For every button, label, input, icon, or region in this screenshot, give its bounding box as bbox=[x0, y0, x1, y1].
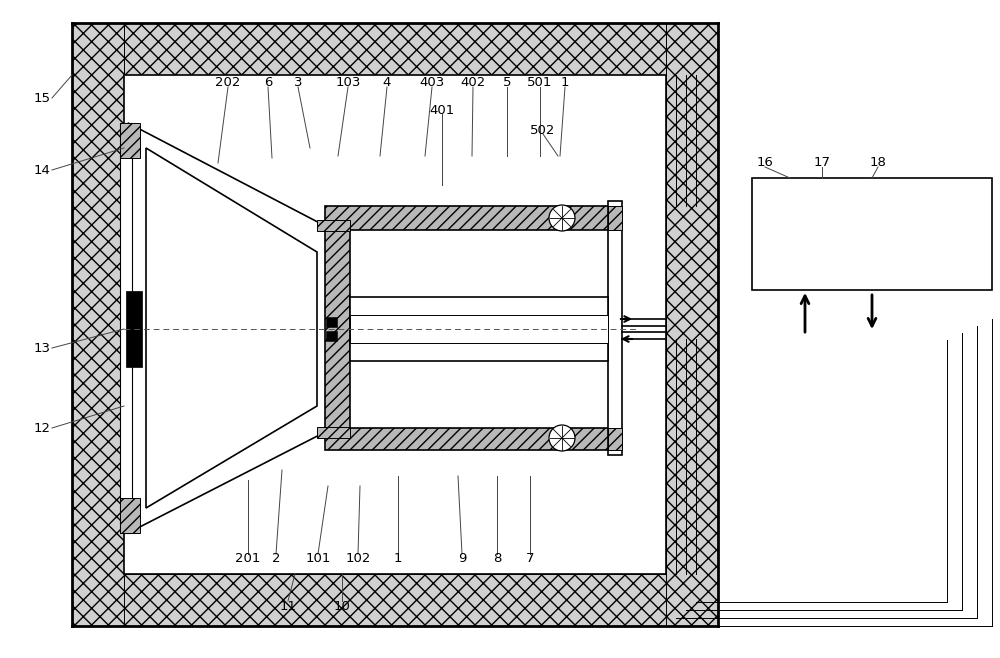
Text: 501: 501 bbox=[527, 76, 553, 89]
Polygon shape bbox=[72, 23, 718, 75]
Polygon shape bbox=[608, 428, 622, 450]
Text: 401: 401 bbox=[429, 103, 455, 116]
Text: 402: 402 bbox=[460, 76, 486, 89]
Text: 201: 201 bbox=[235, 551, 261, 565]
Text: 14: 14 bbox=[34, 163, 50, 176]
Polygon shape bbox=[124, 75, 666, 574]
Polygon shape bbox=[146, 148, 317, 508]
Text: 4: 4 bbox=[383, 76, 391, 89]
Text: 15: 15 bbox=[34, 91, 50, 105]
Text: 17: 17 bbox=[814, 157, 831, 170]
Text: 5: 5 bbox=[503, 76, 511, 89]
Polygon shape bbox=[72, 23, 124, 626]
Text: 11: 11 bbox=[280, 599, 296, 613]
Text: 18: 18 bbox=[870, 157, 886, 170]
Text: 3: 3 bbox=[294, 76, 302, 89]
Text: 6: 6 bbox=[264, 76, 272, 89]
Polygon shape bbox=[666, 23, 718, 626]
Polygon shape bbox=[350, 297, 608, 361]
Text: 13: 13 bbox=[34, 342, 50, 355]
Text: 1: 1 bbox=[394, 551, 402, 565]
Text: 8: 8 bbox=[493, 551, 501, 565]
Text: 101: 101 bbox=[305, 551, 331, 565]
Text: 102: 102 bbox=[345, 551, 371, 565]
Polygon shape bbox=[608, 206, 622, 230]
Circle shape bbox=[549, 205, 575, 231]
Polygon shape bbox=[317, 220, 350, 231]
Text: 1: 1 bbox=[561, 76, 569, 89]
Text: 2: 2 bbox=[272, 551, 280, 565]
Polygon shape bbox=[325, 222, 350, 436]
Polygon shape bbox=[350, 315, 608, 343]
Text: 10: 10 bbox=[334, 599, 350, 613]
Polygon shape bbox=[325, 428, 612, 450]
Text: 9: 9 bbox=[458, 551, 466, 565]
Polygon shape bbox=[325, 206, 612, 230]
Polygon shape bbox=[72, 574, 718, 626]
Text: 403: 403 bbox=[419, 76, 445, 89]
Polygon shape bbox=[120, 123, 132, 533]
Polygon shape bbox=[326, 317, 337, 327]
Polygon shape bbox=[752, 178, 992, 290]
Polygon shape bbox=[120, 498, 140, 533]
Text: 12: 12 bbox=[34, 422, 50, 434]
Text: 103: 103 bbox=[335, 76, 361, 89]
Polygon shape bbox=[120, 123, 140, 158]
Polygon shape bbox=[608, 201, 622, 455]
Polygon shape bbox=[326, 331, 337, 341]
Polygon shape bbox=[126, 291, 142, 367]
Text: 16: 16 bbox=[757, 157, 773, 170]
Text: 202: 202 bbox=[215, 76, 241, 89]
Text: 7: 7 bbox=[526, 551, 534, 565]
Circle shape bbox=[549, 425, 575, 451]
Text: 502: 502 bbox=[530, 124, 556, 136]
Polygon shape bbox=[128, 123, 333, 533]
Polygon shape bbox=[317, 427, 350, 438]
